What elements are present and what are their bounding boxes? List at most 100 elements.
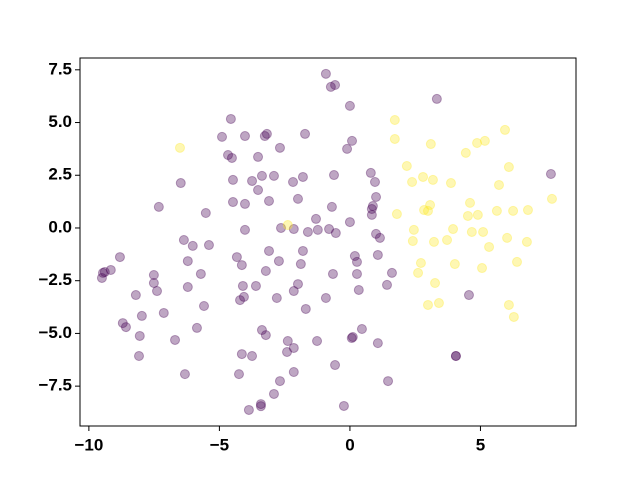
point (130, 290, 141, 301)
plot-frame (79, 57, 577, 427)
point (227, 197, 238, 208)
point (133, 350, 144, 361)
point (225, 113, 236, 124)
y-tick-label: 5.0 (48, 112, 72, 131)
point (312, 336, 323, 347)
point (239, 224, 250, 235)
point (371, 228, 382, 239)
point (353, 284, 364, 295)
point (178, 234, 189, 245)
point (445, 178, 456, 189)
point (433, 298, 444, 309)
point (170, 334, 181, 345)
point (231, 252, 242, 263)
point (419, 205, 430, 216)
point (546, 193, 557, 204)
point (508, 205, 519, 216)
point (491, 205, 502, 216)
y-tick-label: 7.5 (48, 59, 72, 78)
point (326, 201, 337, 212)
point (310, 213, 321, 224)
point (349, 251, 360, 262)
point (174, 142, 185, 153)
point (389, 133, 400, 144)
point (407, 177, 418, 188)
x-tick-label: −10 (74, 435, 103, 454)
point (330, 79, 341, 90)
point (158, 307, 169, 318)
point (268, 388, 279, 399)
point (462, 210, 473, 221)
point (282, 346, 293, 357)
point (182, 282, 193, 293)
point (243, 404, 254, 415)
point (493, 179, 504, 190)
point (148, 278, 159, 289)
point (431, 93, 442, 104)
point (329, 170, 340, 181)
point (381, 279, 392, 290)
point (484, 241, 495, 252)
x-tick-label: 5 (476, 435, 485, 454)
point (365, 167, 376, 178)
point (372, 338, 383, 349)
point (425, 199, 436, 210)
point (114, 252, 125, 263)
point (236, 349, 247, 360)
point (442, 234, 453, 245)
point (300, 128, 311, 139)
point (300, 303, 311, 314)
point (389, 115, 400, 126)
point (425, 139, 436, 150)
point (407, 236, 418, 247)
point (330, 360, 341, 371)
point (239, 131, 250, 142)
point (297, 171, 308, 182)
point (236, 260, 247, 271)
point (274, 376, 285, 387)
point (250, 280, 261, 291)
point (288, 177, 299, 188)
point (351, 256, 362, 267)
point (134, 330, 145, 341)
point (371, 191, 382, 202)
point (401, 160, 412, 171)
point (227, 174, 238, 185)
point (327, 268, 338, 279)
point (521, 236, 532, 247)
point (264, 245, 275, 256)
point (347, 332, 358, 343)
point (261, 128, 272, 139)
point (271, 292, 282, 303)
y-tick-label: 0.0 (48, 217, 72, 236)
point (217, 131, 228, 142)
point (175, 178, 186, 189)
point (199, 301, 209, 312)
point (96, 272, 107, 283)
point (292, 279, 303, 290)
point (427, 174, 438, 185)
point (320, 292, 331, 303)
point (391, 209, 402, 220)
point (253, 151, 264, 162)
point (288, 367, 299, 378)
point (105, 264, 116, 275)
point (99, 267, 110, 278)
point (472, 137, 483, 148)
point (508, 311, 519, 322)
point (545, 168, 556, 179)
x-tick-label: −5 (210, 435, 229, 454)
y-tick-label: −7.5 (38, 376, 72, 395)
point (499, 124, 510, 135)
point (522, 205, 533, 216)
point (239, 198, 250, 209)
point (465, 197, 476, 208)
point (330, 228, 341, 239)
point (372, 249, 383, 260)
x-tick-label: 0 (345, 435, 354, 454)
y-tick-label: −2.5 (38, 270, 72, 289)
point (344, 100, 355, 111)
point (478, 226, 489, 237)
point (255, 399, 266, 410)
point (344, 217, 355, 228)
